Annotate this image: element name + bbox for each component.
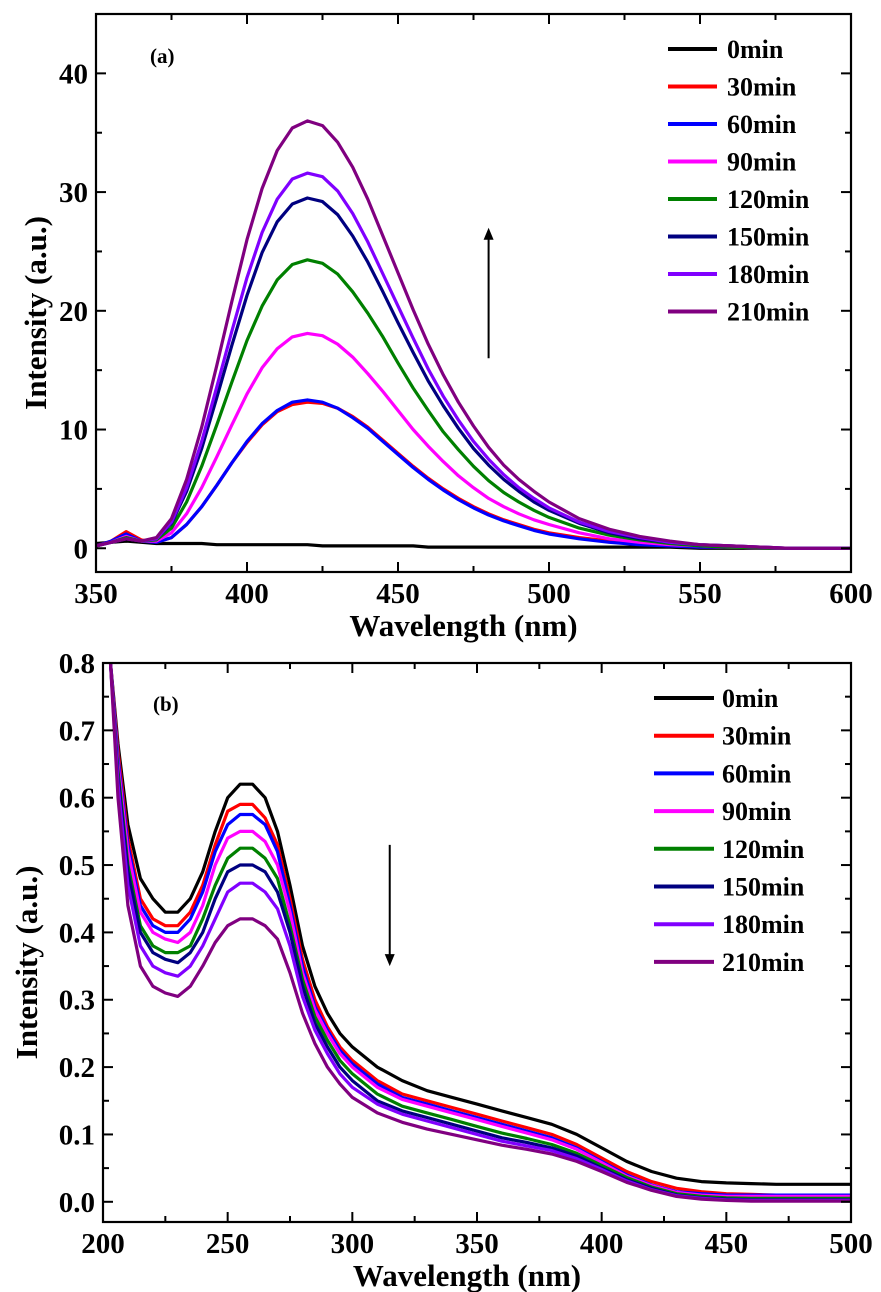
x-tick-label: 250	[206, 1228, 250, 1260]
x-axis-label: Wavelength (nm)	[349, 608, 577, 643]
arrow-head	[384, 954, 395, 967]
chart-panel-a: 350 400 450 500 550 600 0 10 20 30 40 Wavelength (n…	[18, 12, 873, 643]
x-tick-label: 450	[705, 1228, 749, 1260]
y-tick-label: 20	[59, 296, 88, 328]
y-tick-label: 0.1	[59, 1119, 95, 1151]
y-tick-label: 0.0	[59, 1187, 95, 1219]
y-tick-label: 0.6	[59, 783, 95, 815]
series-line-0min	[108, 663, 851, 1186]
panel-label: (b)	[153, 692, 179, 716]
trend-arrow	[483, 227, 494, 359]
legend-label-210min: 210min	[722, 948, 805, 977]
y-axis-label: Intensity (a.u.)	[9, 866, 44, 1060]
legend-label-120min: 120min	[727, 185, 810, 214]
legend-label-60min: 60min	[727, 110, 797, 139]
y-tick-label: 0.3	[59, 985, 95, 1017]
x-tick-label: 450	[376, 578, 420, 610]
y-tick-label: 30	[59, 177, 88, 209]
y-axis-label: Intensity (a.u.)	[18, 216, 53, 410]
legend: 0min 30min 60min 90min 120min 150min 180min 210…	[654, 684, 805, 977]
x-tick-label: 500	[527, 578, 571, 610]
legend-label-120min: 120min	[722, 835, 805, 864]
legend-label-180min: 180min	[722, 910, 805, 939]
chart-panel-b: 200 250 300 350 400 450 500 0.0 0.1 0.2 0.3 0.4 0.5 0…	[9, 648, 873, 1292]
y-tick-label: 40	[59, 58, 88, 90]
series-line-90min	[96, 331, 851, 550]
panel-label: (a)	[150, 44, 175, 68]
x-axis-label: Wavelength (nm)	[353, 1258, 581, 1292]
x-tick-label: 400	[225, 578, 269, 610]
x-tick-label: 350	[74, 578, 118, 610]
y-tick-label: 10	[59, 415, 88, 447]
y-tick-label: 0.2	[59, 1052, 95, 1084]
x-tick-label: 350	[455, 1228, 499, 1260]
legend-label-30min: 30min	[727, 73, 797, 102]
legend-label-150min: 150min	[727, 223, 810, 252]
series-line-60min	[96, 398, 851, 550]
x-tick-label: 600	[829, 578, 873, 610]
x-tick-label: 500	[829, 1228, 873, 1260]
legend-label-90min: 90min	[727, 148, 797, 177]
series-line-180min	[96, 171, 851, 550]
legend-label-90min: 90min	[722, 797, 792, 826]
legend-label-30min: 30min	[722, 722, 792, 751]
y-tick-label: 0.8	[59, 648, 95, 680]
x-tick-label: 300	[331, 1228, 375, 1260]
series-line-0min	[96, 539, 851, 550]
legend: 0min 30min 60min 90min 120min 150min 180min 210…	[668, 35, 810, 327]
y-tick-label: 0.7	[59, 715, 95, 747]
legend-label-150min: 150min	[722, 873, 805, 902]
series-line-210min	[96, 119, 851, 550]
legend-label-60min: 60min	[722, 759, 792, 788]
arrow-head	[483, 227, 494, 240]
x-tick-label: 400	[580, 1228, 624, 1260]
y-tick-label: 0	[74, 533, 89, 565]
legend-label-0min: 0min	[722, 684, 779, 713]
legend-label-210min: 210min	[727, 298, 810, 327]
series-line-210min	[108, 663, 851, 1203]
y-tick-label: 0.5	[59, 850, 95, 882]
x-tick-label: 550	[678, 578, 722, 610]
series-line-30min	[108, 663, 851, 1197]
trend-arrow	[384, 844, 395, 967]
legend-label-0min: 0min	[727, 35, 784, 64]
x-tick-label: 200	[81, 1228, 125, 1260]
legend-label-180min: 180min	[727, 260, 810, 289]
series-line-120min	[96, 258, 851, 550]
y-tick-label: 0.4	[59, 917, 95, 949]
